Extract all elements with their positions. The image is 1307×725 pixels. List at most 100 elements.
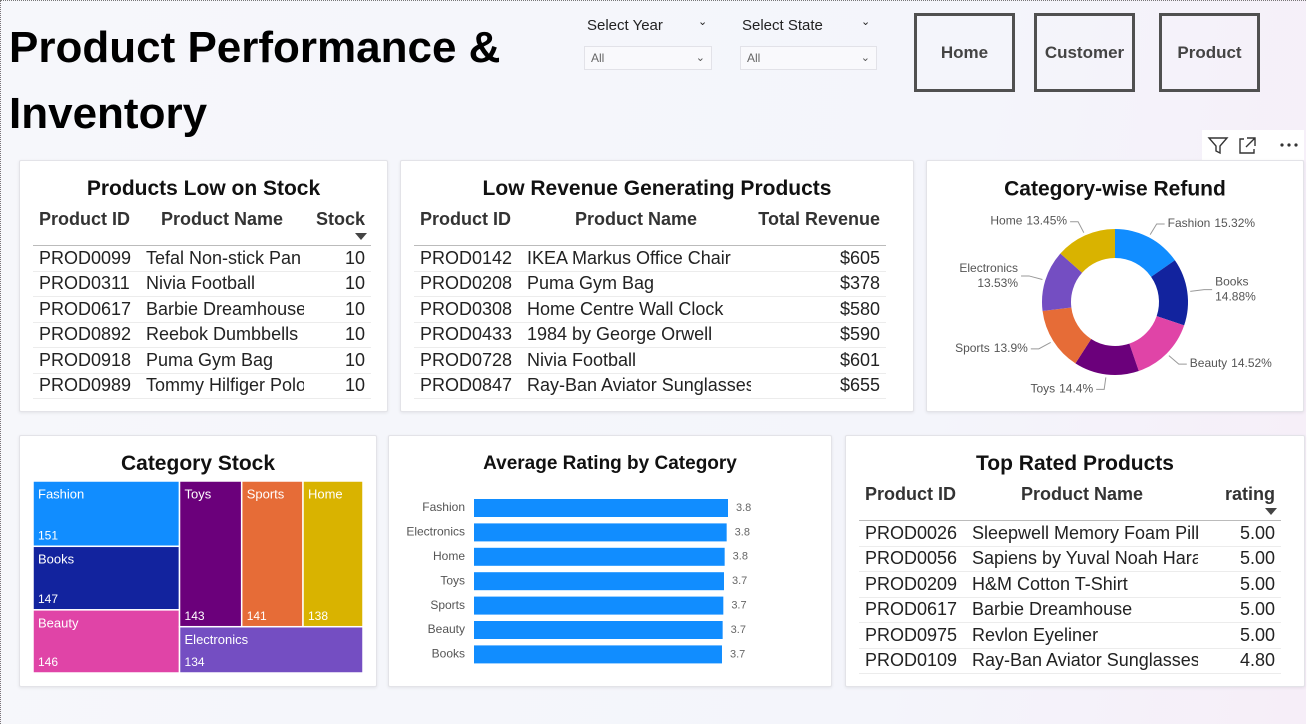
table-cell: PROD0208: [414, 271, 521, 297]
slicer-dropdown[interactable]: All ⌄: [740, 46, 877, 70]
bar-value-label: 3.7: [730, 648, 745, 660]
column-header-text: Product Name: [160, 209, 284, 229]
donut-slice: [1151, 260, 1189, 326]
table-cell: 10: [304, 347, 371, 374]
table-row: PROD0311 Nivia Football 10: [33, 271, 371, 297]
y-tick-label: Toys: [440, 573, 465, 587]
table-head: Product ID Product Name rating: [859, 484, 1281, 521]
treemap: Fashion 151 Books 147 Beauty 146 Toys 143 Sports…: [32, 480, 364, 674]
slice-category: Beauty: [1190, 356, 1227, 370]
table-cell: 10: [304, 296, 371, 323]
donut-slice: [1042, 307, 1092, 364]
table-cell: 4.80: [1198, 648, 1281, 674]
nav-button[interactable]: Customer: [1034, 13, 1135, 92]
tile-value: 143: [185, 609, 205, 623]
table-cell: 5.00: [1198, 571, 1281, 598]
chart-card: Category-wise Refund Fashion 15.32% Books 14…: [926, 160, 1304, 412]
table-body: PROD0099 Tefal Non-stick Pan 10 PROD0311 Niv…: [33, 245, 371, 399]
slice-value: 14.4%: [1059, 382, 1093, 396]
filter-icon[interactable]: [1207, 137, 1229, 155]
table-cell: PROD0847: [414, 373, 521, 399]
header-row: Product ID Product Name rating: [859, 484, 1281, 521]
table-cell: Revlon Eyeliner: [966, 622, 1198, 649]
table-row: PROD0142 IKEA Markus Office Chair $605: [414, 245, 886, 272]
slice-category: Electronics: [959, 261, 1018, 275]
column-header: Product ID: [414, 209, 521, 246]
tile-value: 147: [38, 592, 58, 606]
tile-label: Beauty: [38, 615, 79, 630]
tile-value: 134: [185, 655, 205, 669]
y-tick-label: Sports: [430, 598, 465, 612]
treemap-tile: [32, 609, 181, 674]
leader-line: [1190, 289, 1213, 292]
table-row: PROD0728 Nivia Football $601: [414, 347, 886, 374]
bar-value-label: 3.7: [731, 600, 746, 612]
table-cell: Ray-Ban Aviator Sunglasses: [966, 648, 1198, 674]
table-row: PROD0109 Ray-Ban Aviator Sunglasses 4.80: [859, 648, 1281, 674]
chart-title: Average Rating by Category: [483, 453, 737, 474]
donut-slice: [1060, 229, 1115, 273]
bar-value-label: 3.8: [733, 551, 748, 563]
table-cell: $590: [751, 322, 886, 348]
header-row: Product ID Product Name Total Revenue: [414, 209, 886, 246]
table-cell: Ray-Ban Aviator Sunglasses: [521, 373, 751, 399]
table-cell: Reebok Dumbbells: [140, 322, 304, 348]
table-card: Products Low on Stock Product ID Product N…: [19, 160, 388, 412]
column-header-text: Product ID: [39, 209, 131, 229]
table-cell: $655: [751, 373, 886, 399]
y-tick-label: Home: [433, 549, 465, 563]
column-header: Product ID: [859, 484, 966, 521]
slice-label: Toys 14.4%: [1030, 382, 1093, 396]
table-cell: PROD0728: [414, 347, 521, 374]
table-cell: $605: [751, 245, 886, 272]
focus-icon[interactable]: [1239, 137, 1256, 154]
card-title: Category Stock: [120, 452, 276, 475]
leader-line: [1096, 377, 1107, 390]
slicer-label: Select State: [742, 17, 823, 34]
data-table: Product ID Product Name Stock PROD0099 Tefal…: [33, 209, 371, 399]
table-row: PROD0209 H&M Cotton T-Shirt 5.00: [859, 571, 1281, 598]
table-cell: 10: [304, 271, 371, 297]
slice-value: 13.53%: [977, 276, 1018, 290]
nav-button[interactable]: Product: [1159, 13, 1260, 92]
column-header: Product Name: [140, 209, 304, 246]
table-row: PROD0918 Puma Gym Bag 10: [33, 347, 371, 374]
tile-label: Fashion: [38, 486, 84, 501]
table-row: PROD0617 Barbie Dreamhouse 5.00: [859, 597, 1281, 623]
bar: [474, 621, 723, 639]
bar: [474, 596, 724, 615]
y-tick-label: Books: [432, 647, 465, 661]
column-header-text: Total Revenue: [758, 209, 880, 229]
slicer-toggle[interactable]: ⌄: [861, 16, 871, 28]
more-icon[interactable]: [1280, 143, 1298, 147]
tile-value: 146: [38, 655, 58, 669]
table-cell: 10: [304, 322, 371, 348]
column-header: Product Name: [521, 209, 751, 246]
treemap-tile: [240, 480, 304, 628]
slicer-dropdown[interactable]: All ⌄: [584, 46, 712, 70]
tile-label: Home: [308, 486, 343, 501]
table-cell: PROD0308: [414, 296, 521, 323]
nav-button[interactable]: Home: [914, 13, 1015, 92]
column-header: Stock: [304, 209, 371, 246]
table-cell: 5.00: [1198, 520, 1281, 547]
donut-slice: [1129, 316, 1185, 372]
table-cell: Home Centre Wall Clock: [521, 296, 751, 323]
chart-title: Category-wise Refund: [1004, 178, 1226, 201]
tile-value: 141: [247, 609, 267, 623]
table-cell: Nivia Football: [140, 271, 304, 297]
column-header-text: Product ID: [865, 484, 957, 504]
table-cell: Nivia Football: [521, 347, 751, 374]
slice-value: 14.88%: [1215, 290, 1256, 304]
table-card: Top Rated Products Product ID Product Name…: [845, 435, 1305, 687]
slice-category: Toys: [1030, 382, 1055, 396]
tile-label: Books: [38, 552, 75, 567]
leader-line: [1021, 275, 1043, 280]
slicer-toggle[interactable]: ⌄: [698, 16, 708, 28]
column-header: Product Name: [966, 484, 1198, 521]
data-table: Product ID Product Name Total Revenue PROD0…: [414, 209, 886, 399]
table-row: PROD0056 Sapiens by Yuval Noah Harari 5.00: [859, 546, 1281, 572]
table-head: Product ID Product Name Stock: [33, 209, 371, 246]
table-cell: PROD0056: [859, 546, 966, 572]
